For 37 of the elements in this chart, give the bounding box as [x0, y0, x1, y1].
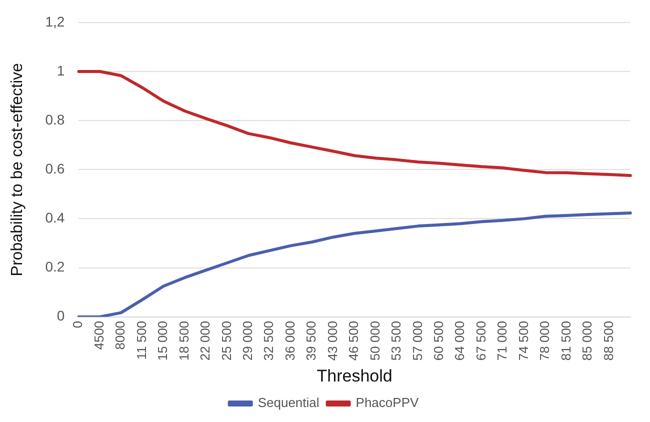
x-tick-label: 78 000: [537, 320, 552, 361]
x-tick-label: 53 500: [388, 320, 404, 361]
x-tick-label: 46 500: [346, 320, 362, 361]
x-tick-label: 32 500: [261, 320, 276, 361]
x-tick-label: 50 000: [367, 320, 382, 361]
y-tick-label: 0.2: [45, 258, 65, 275]
y-tick-label: 1: [56, 62, 65, 78]
x-tick-label: 36 000: [282, 320, 298, 361]
y-axis-title: Probability to be cost-effective: [9, 62, 26, 276]
x-tick-label: 64 000: [452, 320, 468, 361]
x-tick-label: 74 500: [516, 320, 531, 361]
y-tick-label: 0: [56, 308, 65, 324]
x-tick-label: 0: [70, 320, 86, 328]
x-tick-label: 25 500: [218, 320, 234, 361]
legend-label: PhacoPPV: [356, 395, 419, 410]
y-tick-label: 0.6: [45, 160, 65, 176]
x-tick-label: 15 000: [155, 320, 170, 361]
x-tick-label: 43 000: [324, 320, 340, 361]
x-tick-label: 67 500: [473, 320, 488, 361]
legend-label: Sequential: [258, 395, 320, 410]
x-axis-title: Threshold: [316, 366, 392, 386]
x-tick-label: 29 000: [240, 320, 256, 361]
y-tick-label: 1,2: [45, 13, 65, 30]
x-tick-label: 85 000: [580, 320, 595, 361]
x-tick-label: 57 000: [410, 320, 425, 361]
x-tick-label: 4500: [91, 320, 106, 350]
x-tick-label: 8000: [112, 320, 128, 350]
x-tick-label: 39 500: [304, 320, 319, 361]
x-tick-label: 22 000: [198, 320, 213, 361]
x-tick-label: 18 500: [176, 320, 192, 361]
x-tick-label: 71 000: [494, 320, 510, 361]
x-tick-label: 60 500: [430, 320, 446, 361]
x-tick-label: 11 500: [134, 320, 149, 360]
x-tick-label: 88 500: [600, 320, 616, 361]
y-tick-label: 0.4: [45, 210, 65, 226]
y-tick-label: 0.8: [45, 111, 65, 128]
x-tick-label: 81 500: [558, 320, 574, 361]
